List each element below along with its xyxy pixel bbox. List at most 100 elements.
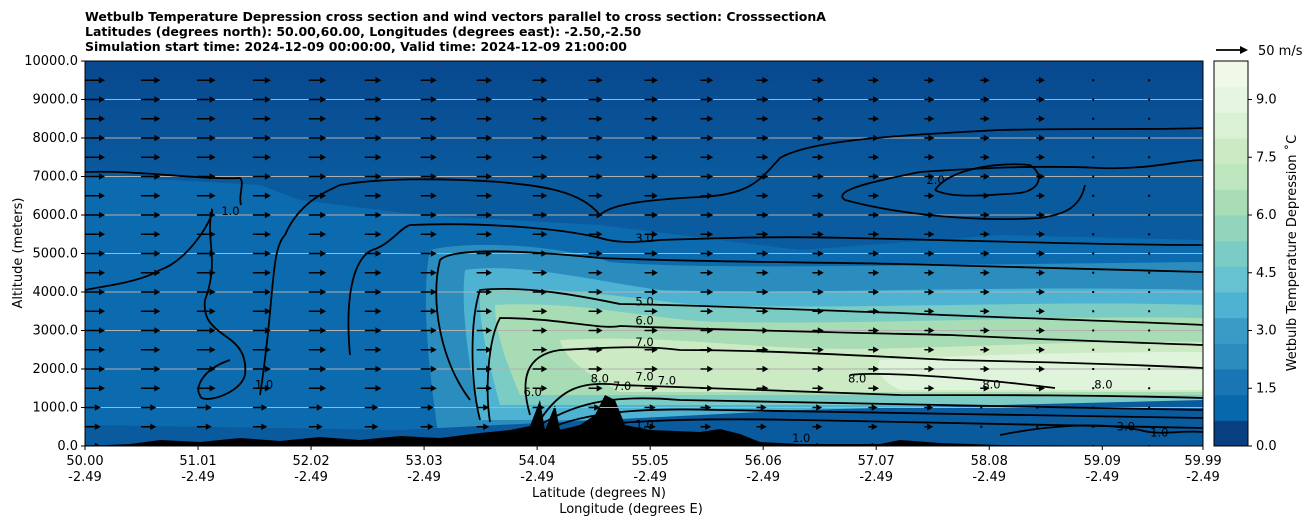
wind-vector	[1092, 79, 1095, 82]
wind-vector	[980, 269, 990, 276]
wind-vector	[308, 327, 327, 334]
terrain	[85, 395, 1203, 446]
wind-vector	[308, 346, 327, 353]
title-line-2: Latitudes (degrees north): 50.00,60.00, …	[85, 24, 642, 39]
colorbar-tick-label: 1.5	[1256, 381, 1277, 396]
wind-vector	[700, 269, 714, 276]
wind-vector	[532, 404, 545, 411]
wind-vector	[476, 134, 493, 142]
chart-title: Wetbulb Temperature Depression cross sec…	[85, 9, 826, 54]
wind-vector	[700, 250, 714, 257]
wind-vector	[700, 442, 712, 446]
wind-vector	[308, 134, 327, 142]
wind-vector	[812, 96, 824, 103]
wind-vector	[644, 288, 658, 296]
wind-vector	[700, 134, 714, 142]
wind-vector	[420, 231, 437, 238]
wind-vector	[140, 346, 161, 353]
wind-vector	[924, 346, 935, 353]
contour-label: 8.0	[1094, 377, 1112, 391]
wind-vector	[308, 192, 327, 199]
wind-vector	[588, 288, 603, 296]
wind-vector	[756, 173, 769, 180]
wind-vector	[588, 134, 603, 142]
contour-line	[539, 382, 1203, 421]
wind-vector	[980, 211, 990, 219]
wind-vector	[924, 96, 935, 103]
wind-vector	[1204, 176, 1206, 178]
wind-vector	[364, 115, 382, 122]
wind-vector	[364, 134, 382, 142]
wind-vector	[252, 96, 271, 103]
wind-vector	[1148, 291, 1151, 293]
wind-vector	[196, 77, 216, 84]
contour-line	[999, 424, 1203, 436]
wind-vector	[644, 154, 658, 161]
wind-vector	[532, 173, 548, 180]
wind-vector	[1092, 271, 1095, 274]
wind-vector	[980, 134, 990, 142]
wind-vector	[868, 365, 880, 373]
wind-vector	[924, 423, 934, 430]
wind-vector	[308, 423, 323, 430]
wind-vector	[700, 173, 714, 180]
wind-vector	[980, 425, 983, 428]
wind-vector	[1148, 387, 1151, 390]
wind-vector	[812, 288, 824, 296]
wind-vector	[420, 115, 437, 122]
contour-line	[524, 346, 1203, 416]
wind-vector	[588, 77, 603, 84]
wind-vector	[812, 423, 823, 430]
contour-label: 5.0	[635, 294, 653, 308]
contour-line	[544, 408, 1203, 431]
wind-vector	[1092, 329, 1095, 332]
wind-vector	[1148, 271, 1151, 274]
wind-vector	[812, 231, 824, 238]
wind-vector	[140, 77, 161, 84]
wind-vector	[1148, 175, 1151, 178]
x-tick-label-lon: -2.49	[746, 470, 780, 485]
wind-vector	[868, 211, 880, 219]
wind-vector	[1148, 368, 1151, 370]
wind-vector	[420, 288, 437, 296]
wind-vector	[252, 385, 271, 392]
wind-vector	[924, 154, 935, 161]
wind-vector	[588, 115, 603, 122]
wind-vector	[476, 442, 490, 446]
wind-vector	[1092, 233, 1095, 236]
wind-vector	[700, 385, 714, 392]
wind-vector	[644, 327, 658, 334]
colorbar-segment	[1214, 138, 1248, 165]
wind-vector	[364, 96, 382, 103]
wind-vector	[140, 385, 161, 392]
wind-vector	[924, 269, 935, 276]
wind-vector	[196, 308, 216, 315]
wind-vector	[924, 192, 935, 199]
wind-vector	[252, 154, 271, 161]
wind-vector	[420, 250, 437, 257]
wind-vector	[1148, 214, 1151, 216]
wind-vector	[980, 231, 990, 238]
wind-vector	[588, 423, 601, 430]
y-tick-label: 0.0	[57, 439, 78, 454]
wind-vector	[1204, 387, 1206, 389]
wind-vector	[140, 365, 161, 373]
wind-vector	[756, 327, 769, 334]
wind-vector	[1204, 253, 1206, 255]
contour-label: 1.0	[1150, 425, 1168, 439]
wind-vector	[140, 423, 157, 430]
wind-vector	[364, 154, 382, 161]
wind-vector	[812, 308, 824, 315]
x-tick-label-lat: 52.02	[292, 454, 329, 469]
wind-vector	[532, 423, 545, 430]
contour-label: 7.0	[613, 379, 631, 393]
colorbar-segment	[1214, 163, 1248, 190]
x-tick-label-lat: 59.99	[1184, 454, 1221, 469]
y-tick-label: 8000.0	[33, 131, 79, 146]
wind-vector	[85, 211, 105, 219]
y-axis-label: Altitude (meters)	[11, 198, 26, 309]
wind-vector	[756, 385, 769, 392]
wind-vector	[196, 173, 216, 180]
wind-vector	[700, 115, 714, 122]
wind-vector	[196, 211, 216, 219]
